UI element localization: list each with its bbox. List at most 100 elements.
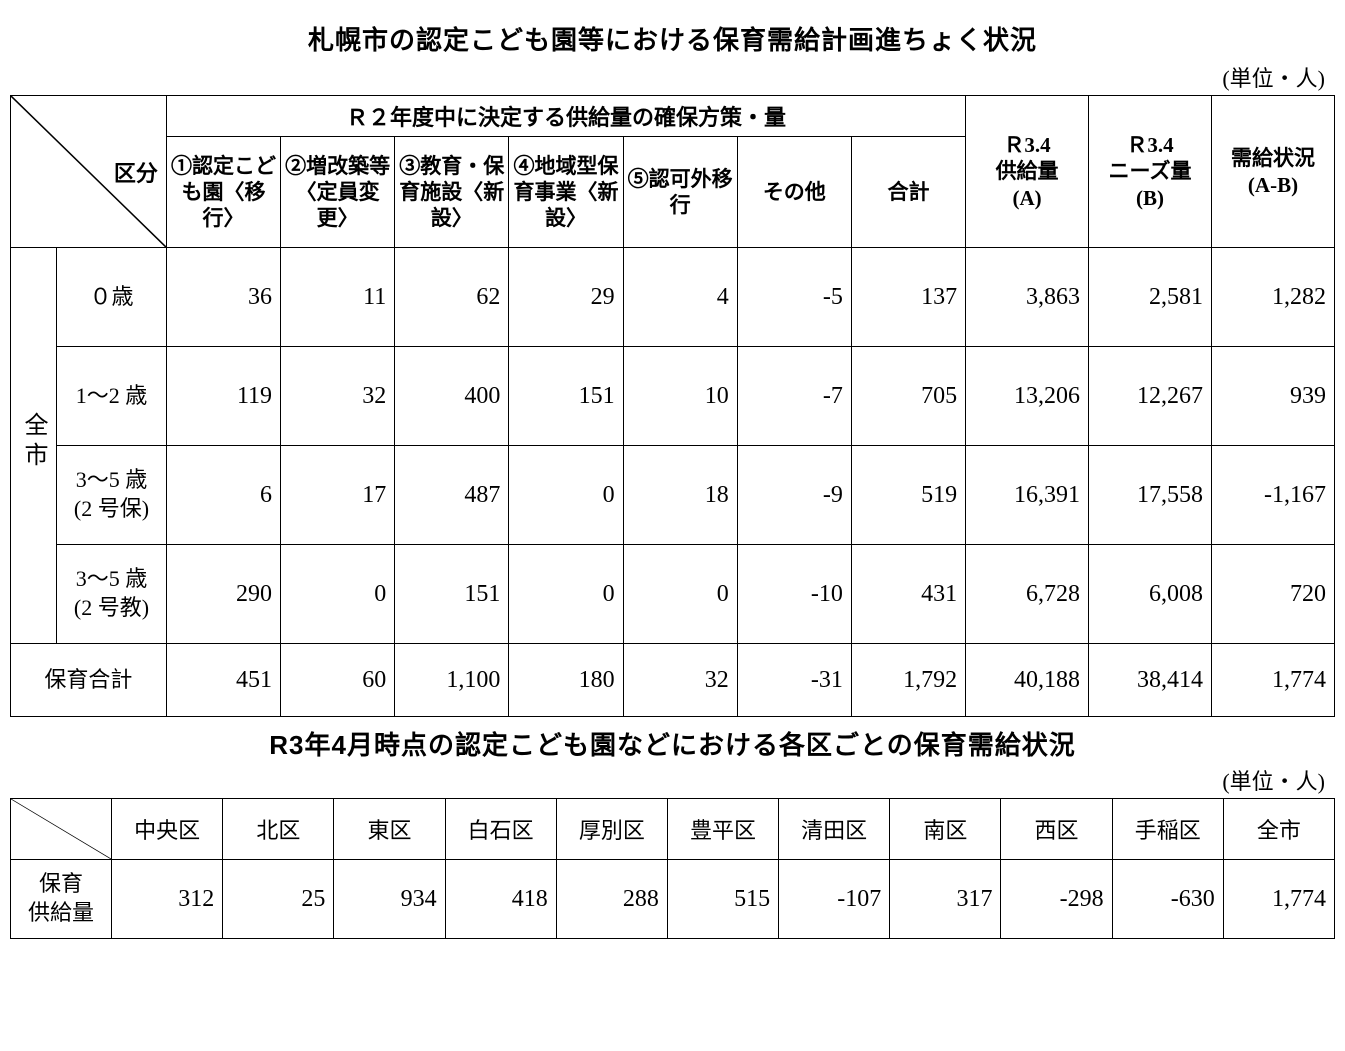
cell: 431 <box>851 545 965 644</box>
cell: 290 <box>166 545 280 644</box>
cell: 317 <box>890 860 1001 939</box>
cell: 16,391 <box>966 446 1089 545</box>
col-header: 清田区 <box>779 799 890 860</box>
col-5: ⑤認可外移行 <box>623 137 737 248</box>
cell: 17 <box>281 446 395 545</box>
table-row: 1～2 歳1193240015110-770513,20612,267939 <box>11 347 1335 446</box>
cell: 487 <box>395 446 509 545</box>
cell: -107 <box>779 860 890 939</box>
cell: 1,282 <box>1212 248 1335 347</box>
col-A: Ｒ3.4 供給量 (A) <box>966 96 1089 248</box>
cell: 0 <box>509 545 623 644</box>
row-label: 3～5 歳 (2 号教) <box>57 545 167 644</box>
col-header: 東区 <box>334 799 445 860</box>
col-header: 白石区 <box>445 799 556 860</box>
col-AB: 需給状況 (A-B) <box>1212 96 1335 248</box>
col-3: ③教育・保育施設〈新設〉 <box>395 137 509 248</box>
cell: 25 <box>223 860 334 939</box>
table-row: 全市０歳361162294-51373,8632,5811,282 <box>11 248 1335 347</box>
cell: 36 <box>166 248 280 347</box>
cell: -7 <box>737 347 851 446</box>
cell: 62 <box>395 248 509 347</box>
cell: -31 <box>737 644 851 717</box>
cell: 6,008 <box>1089 545 1212 644</box>
table-1-body: 全市０歳361162294-51373,8632,5811,2821～2 歳11… <box>11 248 1335 717</box>
table-2: 中央区北区東区白石区厚別区豊平区清田区南区西区手稲区全市 保育 供給量 3122… <box>10 798 1335 939</box>
cell: -1,167 <box>1212 446 1335 545</box>
header-group: Ｒ２年度中に決定する供給量の確保方策・量 <box>166 96 965 137</box>
cell: 12,267 <box>1089 347 1212 446</box>
cell: 720 <box>1212 545 1335 644</box>
cell: -298 <box>1001 860 1112 939</box>
total-label: 保育合計 <box>11 644 167 717</box>
cell: 180 <box>509 644 623 717</box>
page-title-1: 札幌市の認定こども園等における保育需給計画進ちょく状況 <box>10 20 1335 57</box>
cell: 29 <box>509 248 623 347</box>
col-header: 豊平区 <box>667 799 778 860</box>
row-label: 3～5 歳 (2 号保) <box>57 446 167 545</box>
table-1: 区分 Ｒ２年度中に決定する供給量の確保方策・量 Ｒ3.4 供給量 (A) Ｒ3.… <box>10 95 1335 717</box>
col-header: 厚別区 <box>556 799 667 860</box>
col-6: その他 <box>737 137 851 248</box>
table-2-header-row: 中央区北区東区白石区厚別区豊平区清田区南区西区手稲区全市 <box>11 799 1335 860</box>
cell: 312 <box>112 860 223 939</box>
cell: 119 <box>166 347 280 446</box>
cell: 151 <box>395 545 509 644</box>
cell: 451 <box>166 644 280 717</box>
row-label-2: 保育 供給量 <box>11 860 112 939</box>
cell: 0 <box>623 545 737 644</box>
cell: -10 <box>737 545 851 644</box>
table-row: 3～5 歳 (2 号保)617487018-951916,39117,558-1… <box>11 446 1335 545</box>
cell: 3,863 <box>966 248 1089 347</box>
cell: 0 <box>509 446 623 545</box>
cell: 519 <box>851 446 965 545</box>
cell: 18 <box>623 446 737 545</box>
cell: 11 <box>281 248 395 347</box>
col-4: ④地域型保育事業〈新設〉 <box>509 137 623 248</box>
cell: 1,792 <box>851 644 965 717</box>
cell: 1,100 <box>395 644 509 717</box>
cell: 17,558 <box>1089 446 1212 545</box>
corner-cell: 区分 <box>11 96 167 248</box>
cell: 2,581 <box>1089 248 1212 347</box>
col-2: ②増改築等〈定員変更〉 <box>281 137 395 248</box>
side-label: 全市 <box>11 248 57 644</box>
col-header: 全市 <box>1223 799 1334 860</box>
unit-label-2: (単位・人) <box>10 764 1325 796</box>
cell: 288 <box>556 860 667 939</box>
cell: 6,728 <box>966 545 1089 644</box>
cell: 4 <box>623 248 737 347</box>
cell: 60 <box>281 644 395 717</box>
cell: -9 <box>737 446 851 545</box>
total-row: 保育合計451601,10018032-311,79240,18838,4141… <box>11 644 1335 717</box>
cell: 32 <box>623 644 737 717</box>
cell: 515 <box>667 860 778 939</box>
col-header: 西区 <box>1001 799 1112 860</box>
cell: 1,774 <box>1212 644 1335 717</box>
row-label: ０歳 <box>57 248 167 347</box>
unit-label-1: (単位・人) <box>10 61 1325 93</box>
table-row: 3～5 歳 (2 号教)290015100-104316,7286,008720 <box>11 545 1335 644</box>
cell: 934 <box>334 860 445 939</box>
cell: 6 <box>166 446 280 545</box>
corner-cell-2 <box>11 799 112 860</box>
col-1: ①認定こども園〈移行〉 <box>166 137 280 248</box>
cell: 418 <box>445 860 556 939</box>
col-header: 北区 <box>223 799 334 860</box>
cell: 38,414 <box>1089 644 1212 717</box>
cell: 0 <box>281 545 395 644</box>
col-header: 南区 <box>890 799 1001 860</box>
cell: 40,188 <box>966 644 1089 717</box>
cell: 939 <box>1212 347 1335 446</box>
col-header: 中央区 <box>112 799 223 860</box>
cell: 400 <box>395 347 509 446</box>
cell: 13,206 <box>966 347 1089 446</box>
cell: 10 <box>623 347 737 446</box>
col-7: 合計 <box>851 137 965 248</box>
row-label: 1～2 歳 <box>57 347 167 446</box>
cell: 137 <box>851 248 965 347</box>
col-header: 手稲区 <box>1112 799 1223 860</box>
cell: 151 <box>509 347 623 446</box>
page-title-2: R3年4月時点の認定こども園などにおける各区ごとの保育需給状況 <box>10 725 1335 762</box>
cell: 705 <box>851 347 965 446</box>
